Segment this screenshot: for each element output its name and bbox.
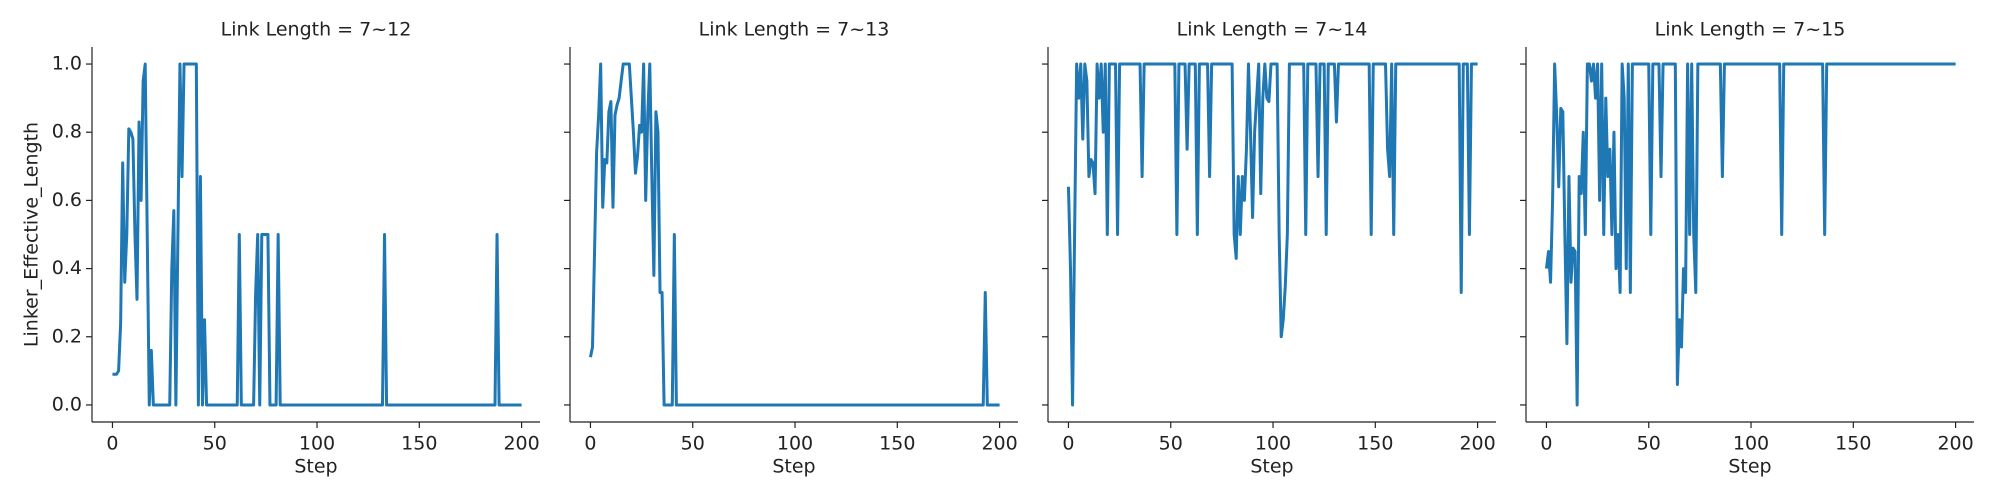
x-tick-label: 50 [1637,433,1661,455]
panel-title: Link Length = 7~12 [221,19,412,41]
x-tick-label: 0 [106,433,118,455]
y-tick-label: 0.2 [52,325,82,347]
x-tick-label: 200 [1937,433,1973,455]
data-line [112,62,522,407]
data-line [1066,62,1478,407]
x-tick-label: 0 [1062,433,1074,455]
x-tick-label: 0 [1540,433,1552,455]
x-tick-label: 200 [1459,433,1495,455]
panel-title: Link Length = 7~13 [699,19,890,41]
y-tick-label: 0.6 [52,189,82,211]
x-tick-label: 200 [503,433,539,455]
panel-title: Link Length = 7~14 [1177,19,1368,41]
x-axis-label: Step [1728,456,1771,478]
x-tick-label: 100 [299,433,335,455]
x-tick-label: 100 [1255,433,1291,455]
x-axis-label: Step [772,456,815,478]
x-tick-label: 150 [1835,433,1871,455]
panel-title: Link Length = 7~15 [1655,19,1846,41]
x-tick-label: 150 [879,433,915,455]
x-tick-label: 50 [203,433,227,455]
x-axis-label: Step [1250,456,1293,478]
x-tick-label: 150 [401,433,437,455]
data-line [588,62,1000,407]
y-tick-label: 0.4 [52,257,82,279]
x-tick-label: 150 [1357,433,1393,455]
x-tick-label: 0 [584,433,596,455]
y-tick-label: 1.0 [52,53,82,75]
data-line [1544,62,1956,407]
y-tick-label: 0.8 [52,121,82,143]
x-tick-label: 50 [681,433,705,455]
x-tick-label: 200 [981,433,1017,455]
x-axis-label: Step [294,456,337,478]
x-tick-label: 100 [777,433,813,455]
y-tick-label: 0.0 [52,393,82,415]
y-axis-label: Linker_Effective_Length [21,122,43,347]
x-tick-label: 100 [1733,433,1769,455]
x-tick-label: 50 [1159,433,1183,455]
